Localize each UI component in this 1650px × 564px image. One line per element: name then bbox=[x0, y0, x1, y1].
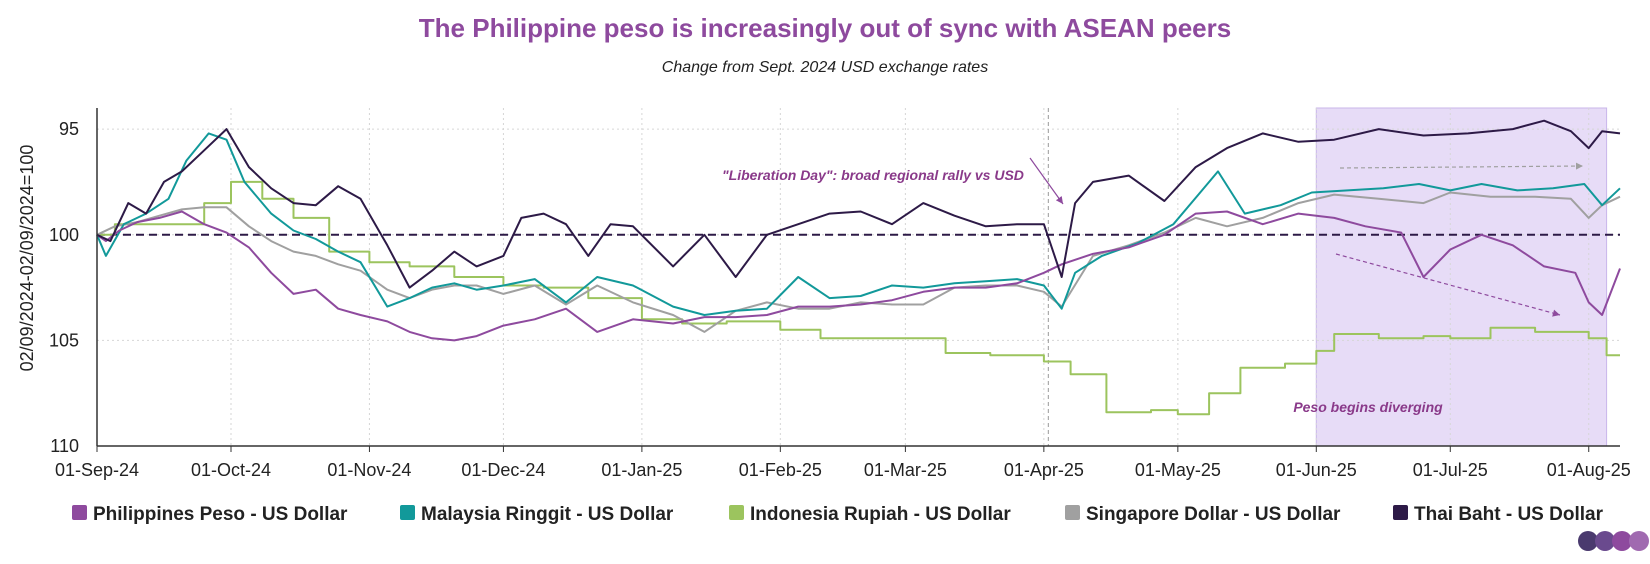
highlight-region-group bbox=[1315, 107, 1608, 447]
series-line-1 bbox=[96, 132, 1621, 316]
legend-label-3: Singapore Dollar - US Dollar bbox=[1086, 504, 1341, 525]
x-tick-label: 01-Nov-24 bbox=[327, 460, 411, 480]
x-tick-label: 01-Jan-25 bbox=[601, 460, 682, 480]
y-tick-label: 105 bbox=[49, 330, 79, 350]
x-tick-label: 01-Jul-25 bbox=[1413, 460, 1488, 480]
y-tick-label: 100 bbox=[49, 225, 79, 245]
series-line-3 bbox=[96, 191, 1621, 333]
series-line-0 bbox=[96, 210, 1621, 342]
x-tick-label: 01-Jun-25 bbox=[1276, 460, 1357, 480]
chart-title: The Philippine peso is increasingly out … bbox=[419, 13, 1231, 43]
annotation-arrow-peers-flat bbox=[1339, 162, 1584, 170]
legend: Philippines Peso - US Dollar Malaysia Rin… bbox=[72, 504, 1604, 525]
legend-label-4: Thai Baht - US Dollar bbox=[1414, 504, 1604, 525]
legend-swatch-3 bbox=[1065, 505, 1080, 520]
series-lines bbox=[96, 119, 1621, 416]
chart-subtitle: Change from Sept. 2024 USD exchange rate… bbox=[662, 59, 988, 76]
annotation-arrow-peso-down bbox=[1335, 253, 1561, 317]
reference-lines bbox=[97, 108, 1620, 446]
legend-label-0: Philippines Peso - US Dollar bbox=[93, 504, 348, 525]
x-tick-label: 01-Aug-25 bbox=[1547, 460, 1631, 480]
annotation-arrow-liberation bbox=[1029, 157, 1064, 205]
y-axis-label: 02/09/2024-02/09/2024=100 bbox=[17, 145, 37, 372]
legend-swatch-2 bbox=[729, 505, 744, 520]
x-tick-label: 01-Mar-25 bbox=[864, 460, 947, 480]
y-tick-label: 95 bbox=[59, 119, 79, 139]
x-tick-label: 01-May-25 bbox=[1135, 460, 1221, 480]
legend-label-1: Malaysia Ringgit - US Dollar bbox=[421, 504, 674, 525]
x-tick-label: 01-Dec-24 bbox=[461, 460, 545, 480]
y-tick-labels: 95 100 105 110 bbox=[49, 119, 79, 456]
legend-swatch-4 bbox=[1393, 505, 1408, 520]
series-line-4 bbox=[96, 119, 1621, 289]
annotation-liberation-day: "Liberation Day": broad regional rally v… bbox=[722, 167, 1024, 183]
x-tick-label: 01-Feb-25 bbox=[739, 460, 822, 480]
highlight-region bbox=[1315, 107, 1608, 447]
legend-label-2: Indonesia Rupiah - US Dollar bbox=[750, 504, 1011, 525]
x-tick-label: 01-Apr-25 bbox=[1004, 460, 1084, 480]
series-line-2 bbox=[97, 180, 1620, 416]
x-tick-labels: 01-Sep-24 01-Oct-24 01-Nov-24 01-Dec-24 01-J… bbox=[55, 460, 1631, 480]
x-tick-label: 01-Oct-24 bbox=[191, 460, 271, 480]
y-tick-label: 110 bbox=[50, 436, 79, 456]
axes bbox=[96, 108, 1620, 452]
x-tick-label: 01-Sep-24 bbox=[55, 460, 139, 480]
logo bbox=[1578, 531, 1649, 551]
legend-swatch-0 bbox=[72, 505, 87, 520]
annotation-peso-diverging: Peso begins diverging bbox=[1293, 399, 1443, 415]
annotations: "Liberation Day": broad regional rally v… bbox=[722, 157, 1584, 415]
legend-swatch-1 bbox=[400, 505, 415, 520]
